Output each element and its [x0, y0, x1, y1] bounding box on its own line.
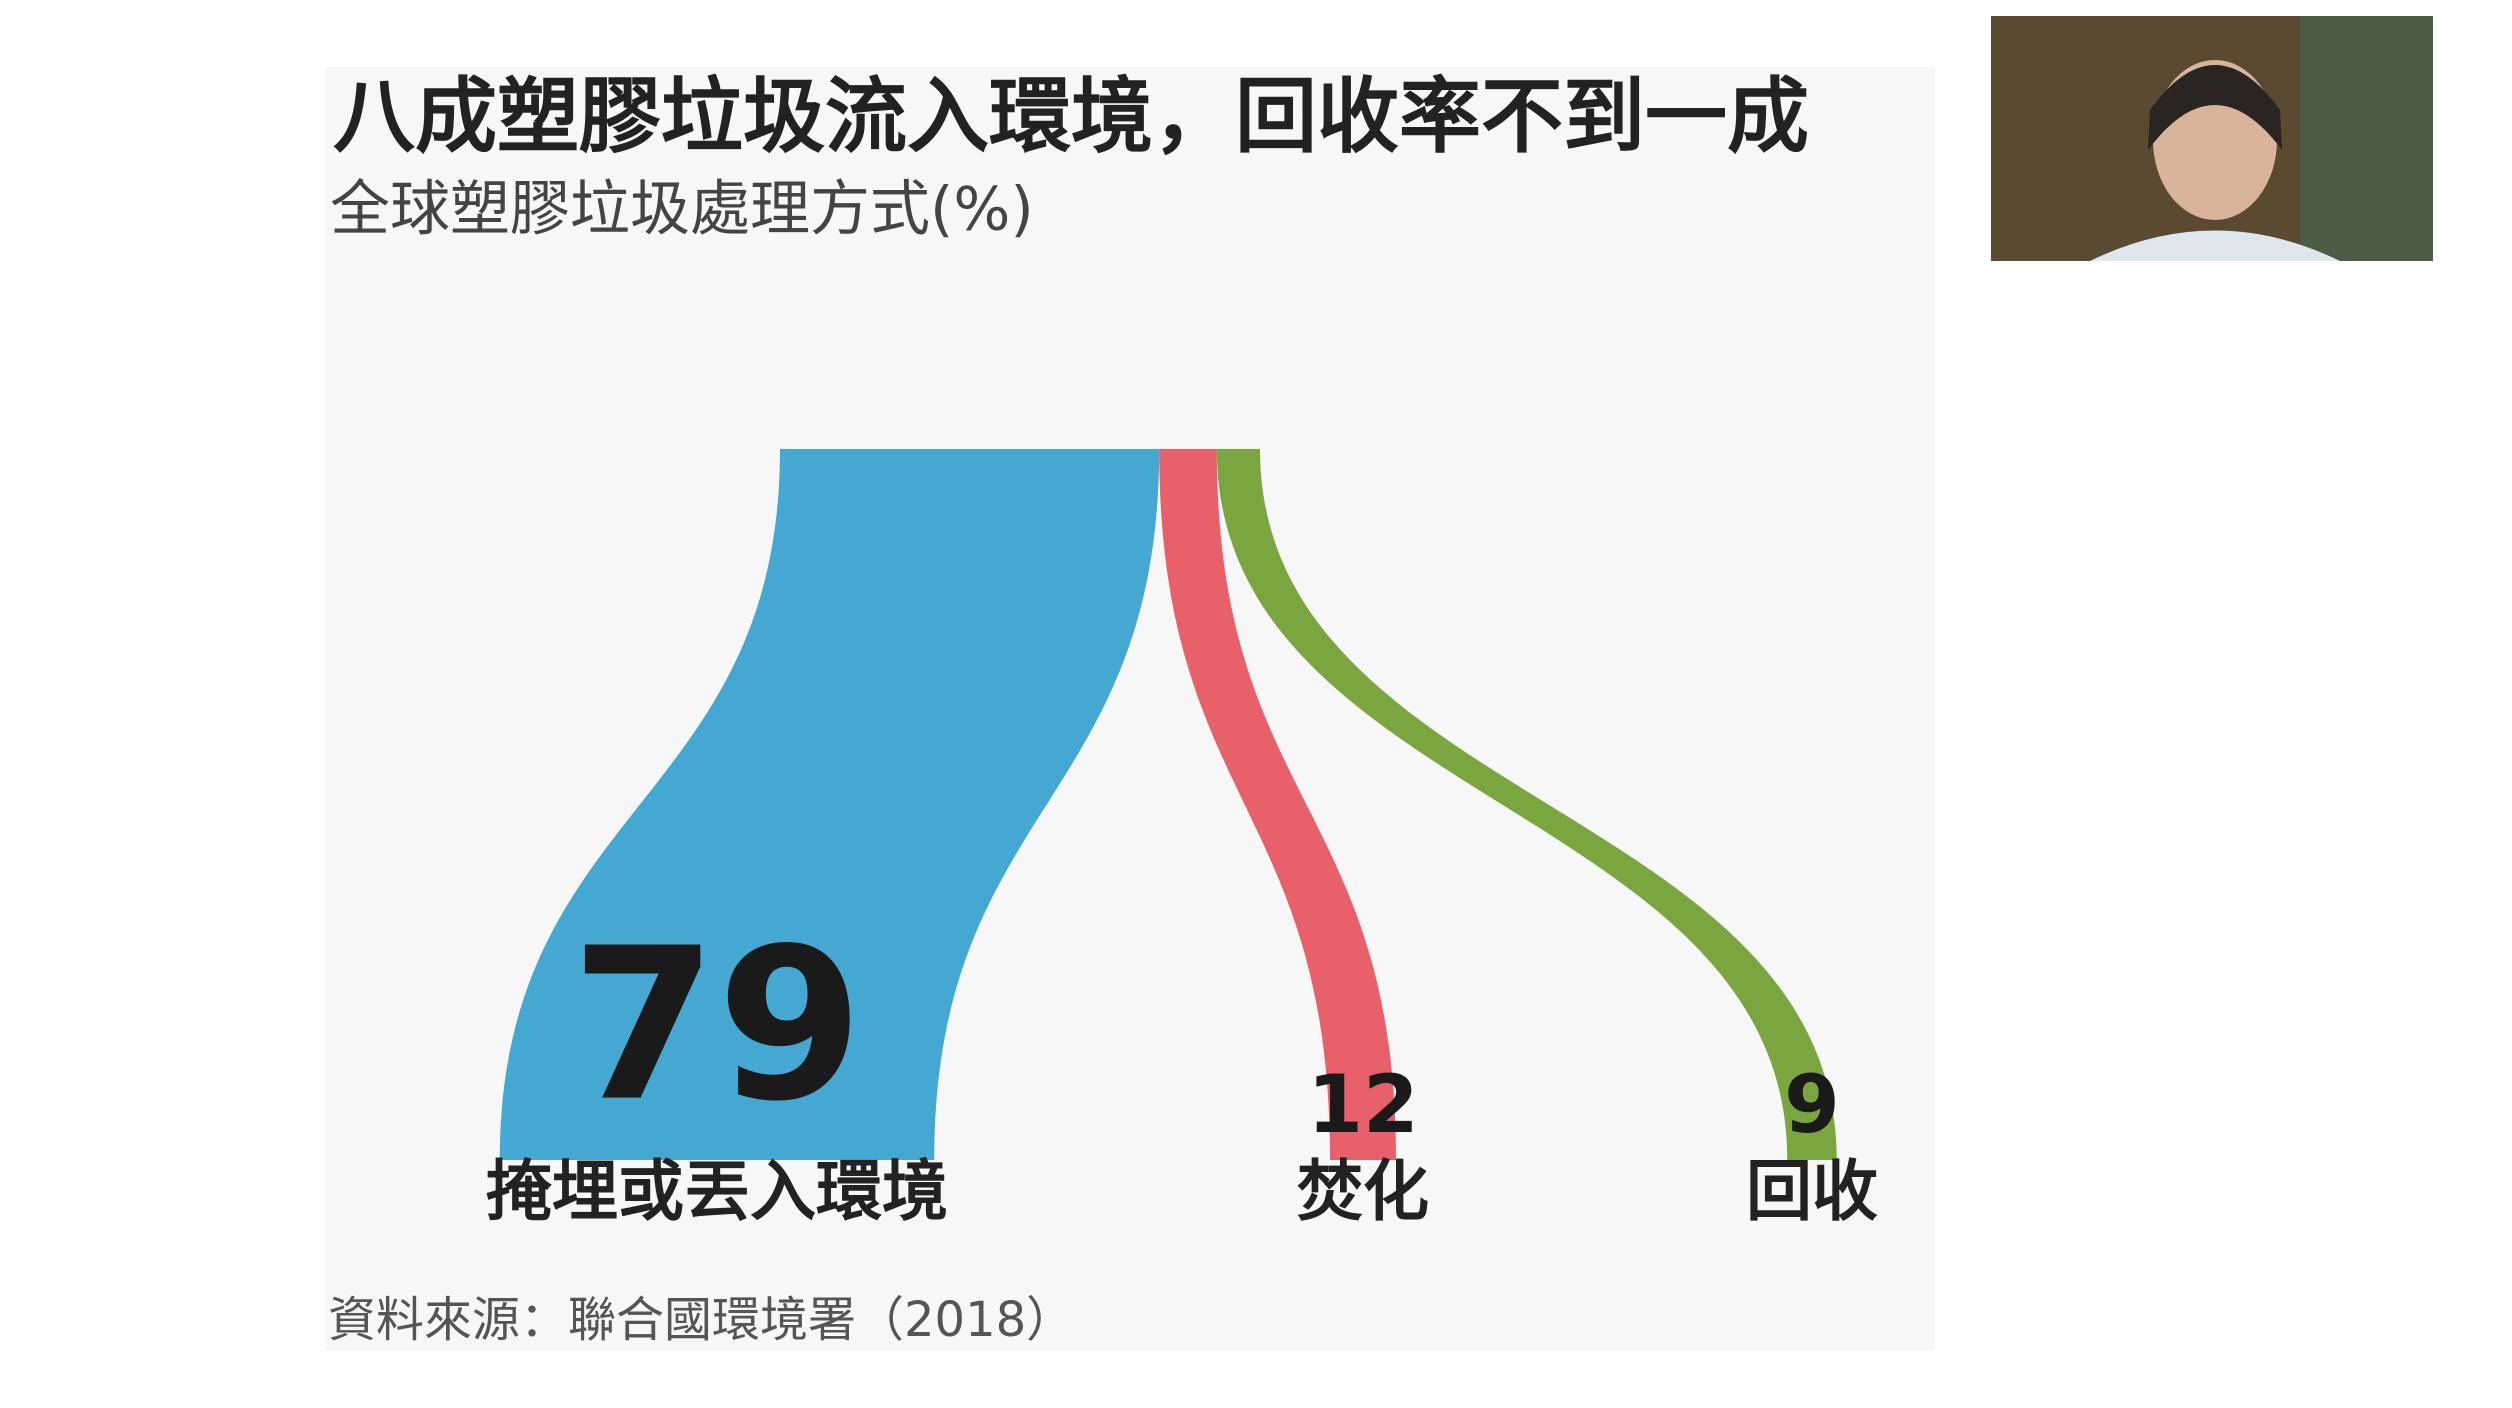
flow-band [1159, 449, 1396, 1160]
value-label: 79 [571, 903, 863, 1148]
category-label: 焚化 [1297, 1153, 1429, 1230]
chart-title: 八成塑膠垃圾流入環境，回收率不到一成 [333, 69, 1809, 164]
flow-band [499, 449, 1160, 1160]
webcam [1991, 16, 2433, 261]
source-note: 資料來源：聯合國環境署（2018） [328, 1292, 1074, 1348]
category-label: 掩埋或丟入環境 [486, 1153, 948, 1230]
value-label: 9 [1784, 1058, 1840, 1151]
chart-subtitle: 全球塑膠垃圾處理方式(%) [330, 175, 1034, 245]
value-label: 12 [1307, 1058, 1418, 1151]
flow-band [1216, 449, 1837, 1160]
category-label: 回收 [1746, 1153, 1878, 1230]
